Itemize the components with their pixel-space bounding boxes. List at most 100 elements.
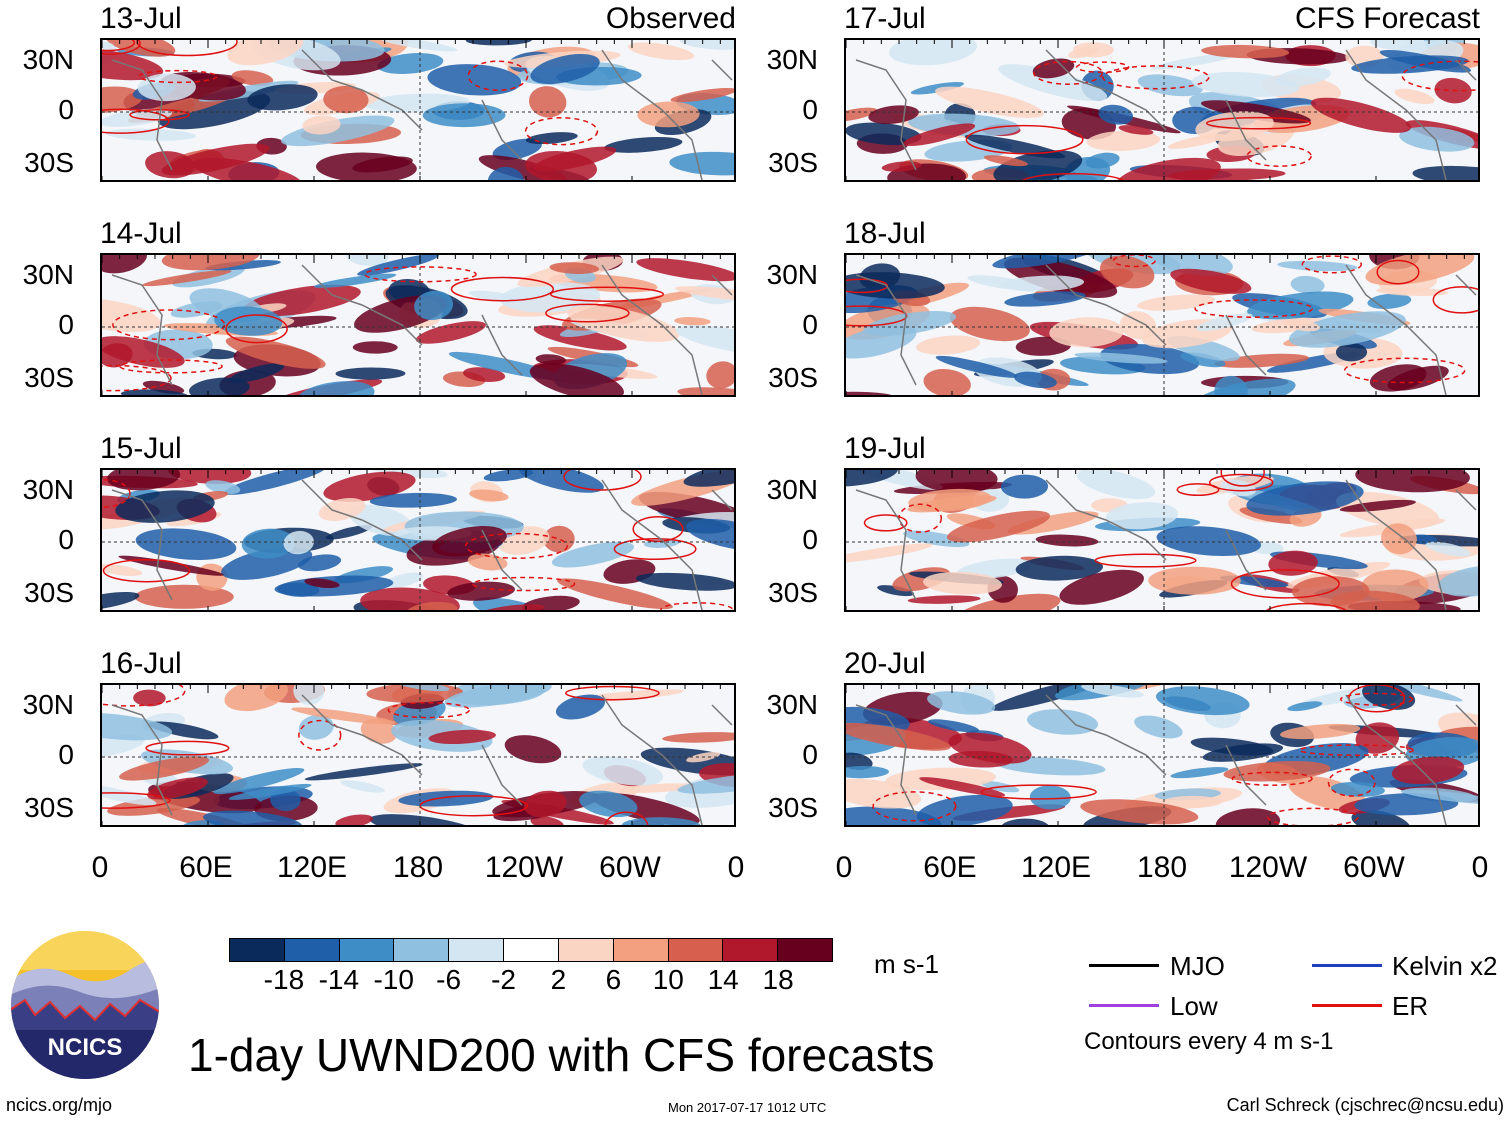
colorbar-swatch-9	[668, 939, 724, 961]
map-panel-left-1	[100, 38, 736, 182]
colorbar-swatch-7	[558, 939, 614, 961]
logo-text: NCICS	[48, 1034, 123, 1061]
lon-label-right-1: 0	[835, 851, 853, 884]
colorbar-label-1: -18	[263, 964, 305, 995]
legend-label-low: Low	[1170, 991, 1218, 1021]
panel-date-left-3: 15-Jul	[100, 432, 182, 465]
lat-label-right-2-1: 30N	[766, 259, 818, 290]
lat-label-left-4-3: 30S	[24, 792, 74, 823]
lat-label-left-1-2: 0	[58, 94, 74, 125]
lat-label-right-1-1: 30N	[766, 44, 818, 75]
colorbar-label-8: 10	[652, 964, 684, 995]
legend-label-er: ER	[1392, 991, 1429, 1021]
lon-label-right-7: 0	[1471, 851, 1489, 884]
colorbar-label-7: 6	[605, 964, 622, 995]
lat-label-right-3-2: 0	[802, 524, 818, 555]
panel-date-right-2: 18-Jul	[844, 217, 926, 250]
contours-note: Contours every 4 m s-1	[1084, 1028, 1334, 1055]
left-column-heading: Observed	[605, 2, 736, 35]
lon-label-left-5: 120W	[484, 851, 564, 884]
lat-label-right-4-2: 0	[802, 739, 818, 770]
panel-date-left-2: 14-Jul	[100, 217, 182, 250]
lon-label-right-5: 120W	[1228, 851, 1308, 884]
colorbar-swatch-11	[778, 939, 832, 961]
lon-label-left-6: 60W	[599, 851, 661, 884]
legend-label-mjo: MJO	[1170, 951, 1225, 981]
colorbar-swatch-3	[339, 939, 395, 961]
lat-label-left-4-2: 0	[58, 739, 74, 770]
lat-label-right-2-2: 0	[802, 309, 818, 340]
map-panel-left-4	[100, 683, 736, 827]
lat-label-right-2-3: 30S	[768, 362, 818, 393]
lat-label-left-1-3: 30S	[24, 147, 74, 178]
panel-date-right-3: 19-Jul	[844, 432, 926, 465]
footer-timestamp: Mon 2017-07-17 1012 UTC	[668, 1100, 827, 1115]
colorbar-label-5: -2	[491, 964, 516, 995]
legend-line-low	[1089, 1004, 1159, 1007]
legend-line-mjo	[1089, 964, 1159, 967]
lat-label-left-2-2: 0	[58, 309, 74, 340]
lon-label-left-7: 0	[727, 851, 745, 884]
colorbar-unit: m s-1	[874, 949, 939, 979]
footer-author: Carl Schreck (cjschrec@ncsu.edu)	[1226, 1095, 1504, 1115]
figure-title: 1-day UWND200 with CFS forecasts	[188, 1029, 935, 1081]
wind-anomaly-field	[846, 40, 1478, 180]
colorbar-swatch-10	[723, 939, 779, 961]
map-panel-left-3	[100, 468, 736, 612]
colorbar-label-3: -10	[373, 964, 414, 995]
lat-label-right-4-3: 30S	[768, 792, 818, 823]
map-panel-right-1	[844, 38, 1480, 182]
colorbar-label-2: -14	[318, 964, 360, 995]
panel-date-left-1: 13-Jul	[100, 2, 182, 35]
lat-label-right-3-1: 30N	[766, 474, 818, 505]
legend-line-kelvin	[1312, 964, 1382, 967]
lon-label-right-6: 60W	[1343, 851, 1405, 884]
legend-label-kelvin: Kelvin x2	[1392, 951, 1498, 981]
map-panel-right-2	[844, 253, 1480, 397]
lat-label-left-1-1: 30N	[22, 44, 74, 75]
panel-date-right-4: 20-Jul	[844, 647, 926, 680]
lon-label-left-3: 120E	[276, 851, 348, 884]
colorbar-swatch-5	[449, 939, 505, 961]
colorbar	[229, 938, 833, 962]
lat-label-right-4-1: 30N	[766, 689, 818, 720]
panel-date-right-1: 17-Jul	[844, 2, 926, 35]
lon-label-left-1: 0	[91, 851, 109, 884]
wind-anomaly-field	[102, 40, 734, 180]
wind-anomaly-field	[102, 685, 734, 825]
map-panel-right-4	[844, 683, 1480, 827]
lat-label-left-3-1: 30N	[22, 474, 74, 505]
legend-line-er	[1312, 1004, 1382, 1007]
lat-label-left-3-2: 0	[58, 524, 74, 555]
lon-label-left-2: 60E	[179, 851, 233, 884]
lat-label-left-2-3: 30S	[24, 362, 74, 393]
lon-label-left-4: 180	[392, 851, 444, 884]
wind-anomaly-field	[846, 255, 1478, 395]
map-panel-left-2	[100, 253, 736, 397]
ncics-logo: NCICS	[11, 931, 159, 1079]
colorbar-swatch-1	[230, 939, 285, 961]
wind-anomaly-field	[846, 470, 1478, 610]
map-panel-right-3	[844, 468, 1480, 612]
colorbar-swatch-6	[504, 939, 559, 961]
lat-label-right-1-3: 30S	[768, 147, 818, 178]
colorbar-swatch-4	[394, 939, 450, 961]
lat-label-right-1-2: 0	[802, 94, 818, 125]
lat-label-left-2-1: 30N	[22, 259, 74, 290]
lat-label-right-3-3: 30S	[768, 577, 818, 608]
colorbar-label-6: 2	[550, 964, 567, 995]
colorbar-swatch-8	[613, 939, 669, 961]
footer-website[interactable]: ncics.org/mjo	[6, 1095, 113, 1115]
colorbar-label-10: 18	[762, 964, 794, 995]
lat-label-left-3-3: 30S	[24, 577, 74, 608]
colorbar-label-9: 14	[707, 964, 739, 995]
panel-date-left-4: 16-Jul	[100, 647, 182, 680]
wind-anomaly-field	[102, 470, 734, 610]
right-column-heading: CFS Forecast	[1294, 2, 1480, 35]
wind-anomaly-field	[102, 255, 734, 395]
lon-label-right-4: 180	[1136, 851, 1188, 884]
colorbar-label-4: -6	[436, 964, 462, 995]
wind-anomaly-field	[846, 685, 1478, 825]
colorbar-swatch-2	[284, 939, 340, 961]
lon-label-right-2: 60E	[923, 851, 977, 884]
